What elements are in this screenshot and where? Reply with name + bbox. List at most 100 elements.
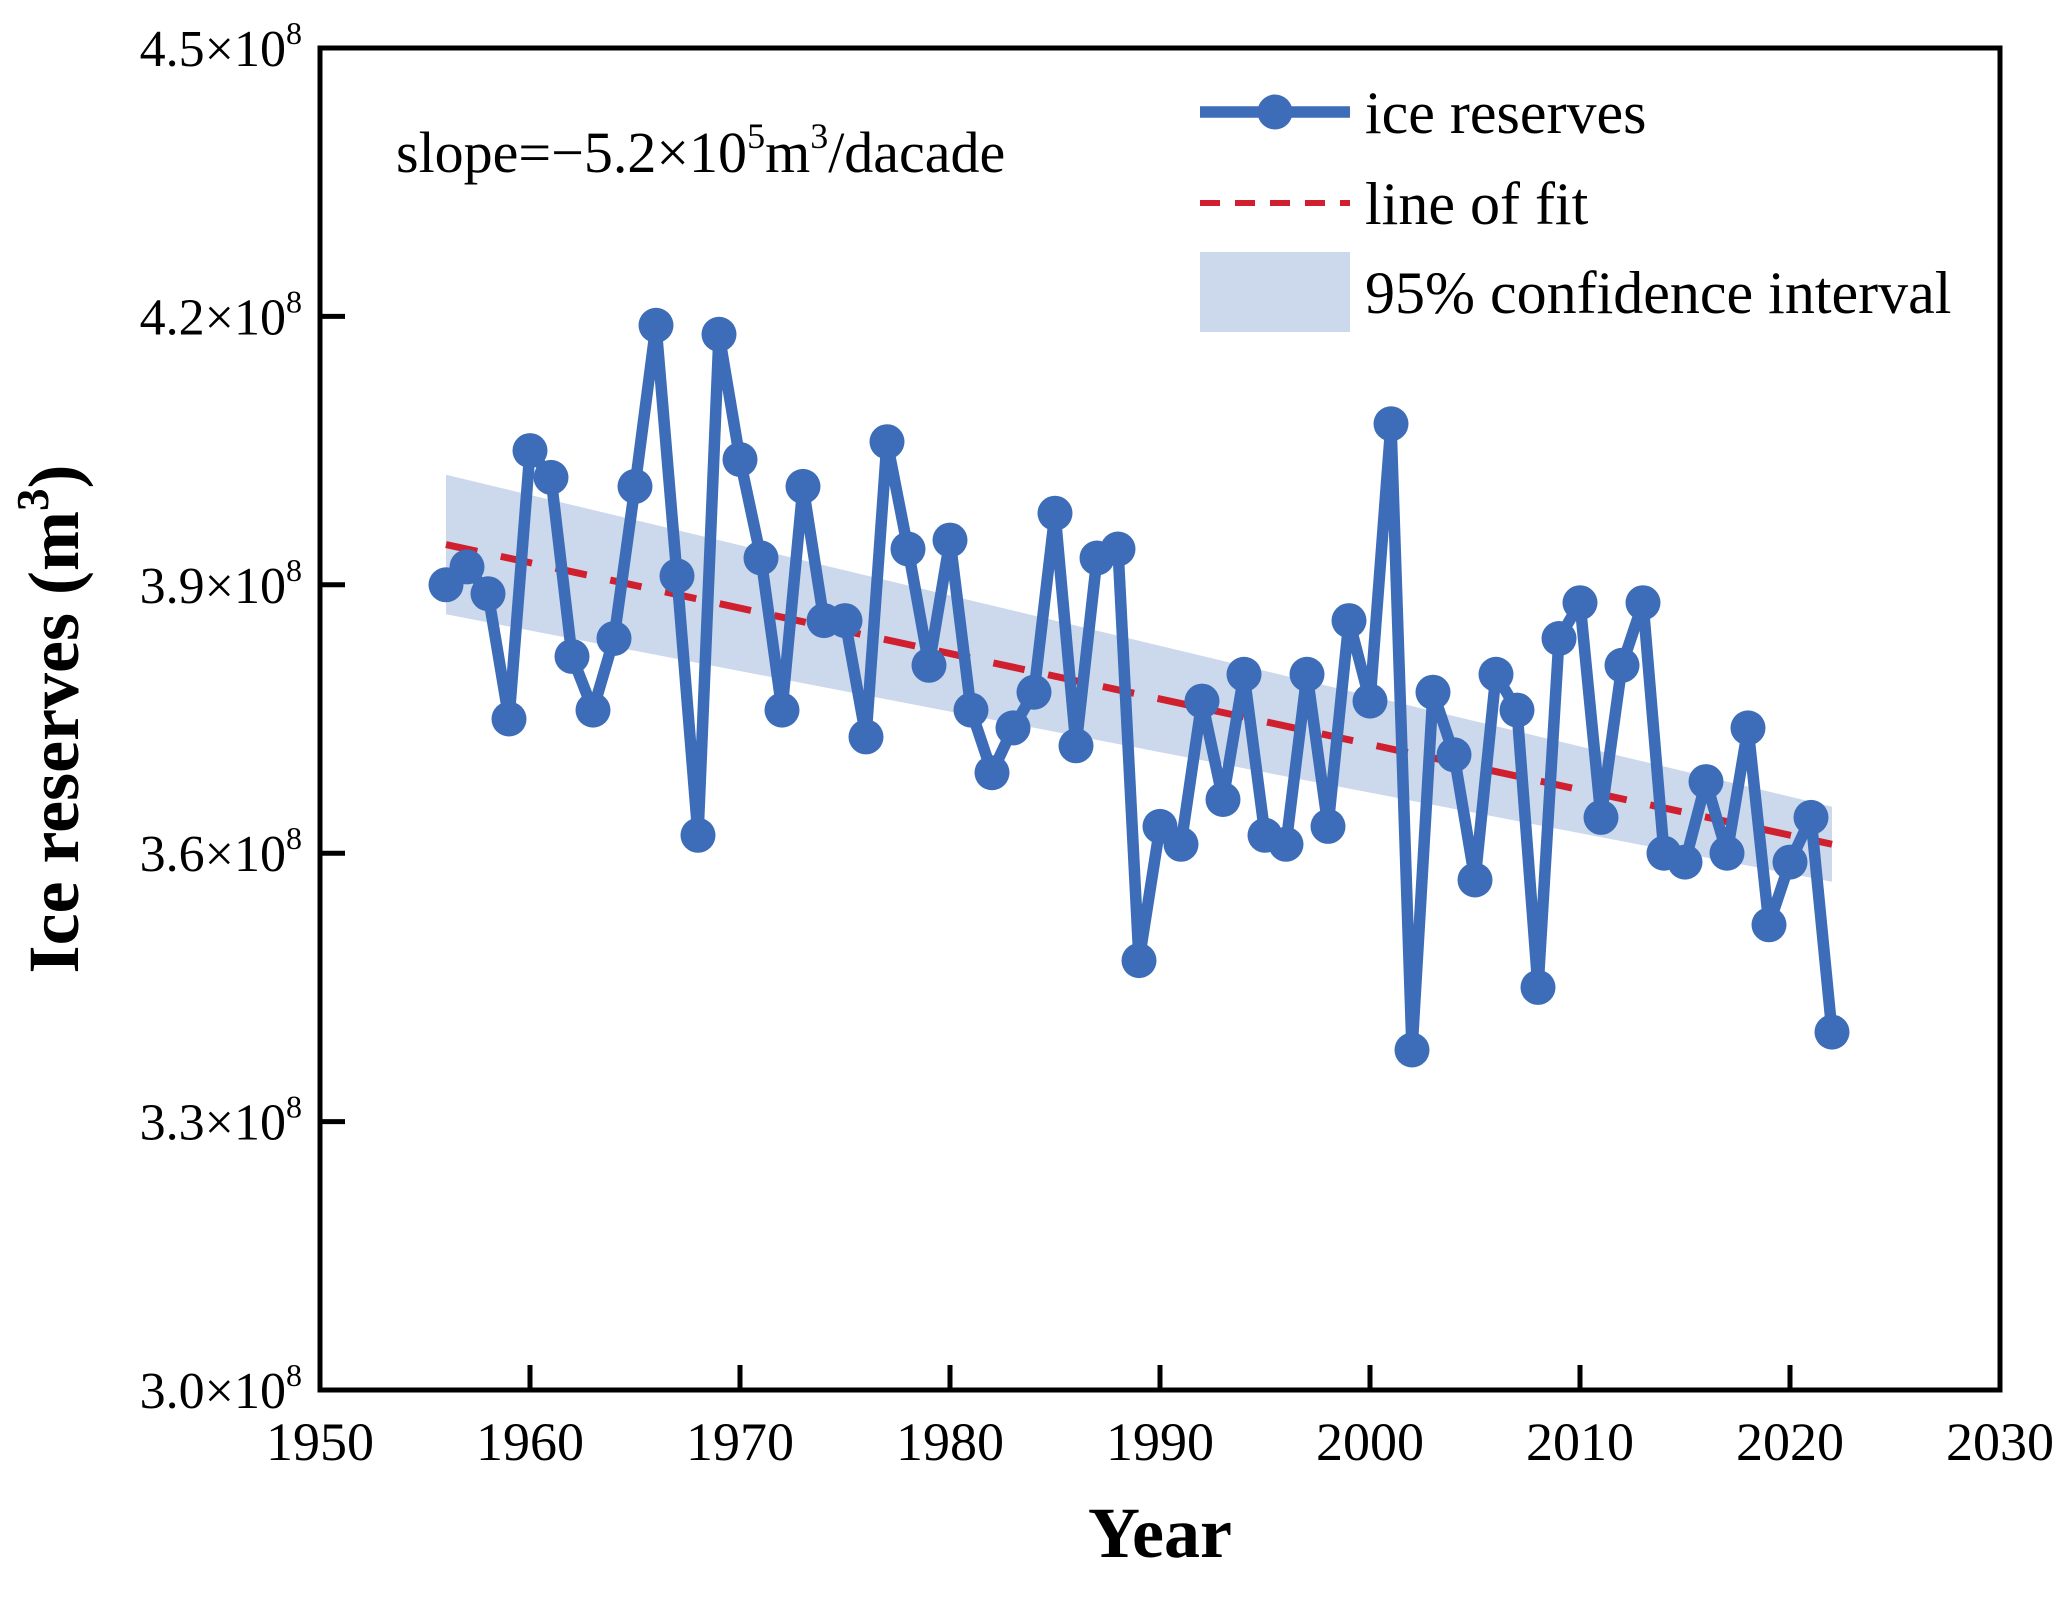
data-point: [1184, 683, 1220, 719]
y-tick-label-part: 4.2×10: [140, 289, 286, 346]
x-axis-title: Year: [1088, 1493, 1232, 1573]
legend-label: ice reserves: [1365, 80, 1646, 146]
y-tick-label-part: 8: [286, 15, 302, 51]
data-point: [1478, 656, 1514, 692]
legend-label: line of fit: [1365, 171, 1589, 237]
y-tick-label: 3.6×108: [140, 820, 302, 883]
data-point: [722, 442, 758, 477]
data-point: [680, 817, 716, 853]
data-point: [638, 307, 674, 343]
data-point: [1562, 585, 1598, 621]
data-point: [974, 755, 1010, 791]
x-tick-label: 2000: [1316, 1412, 1424, 1472]
data-point: [953, 692, 989, 728]
data-point: [995, 710, 1031, 746]
data-point: [890, 531, 926, 567]
data-point: [1037, 495, 1073, 531]
data-point: [1268, 826, 1304, 862]
x-tick-label: 1970: [686, 1412, 794, 1472]
data-point: [869, 424, 905, 460]
slope-annotation: slope=−5.2×105m3/dacade: [396, 116, 1005, 185]
data-point: [1772, 844, 1808, 880]
y-tick-label: 3.3×108: [140, 1089, 302, 1152]
data-point: [1163, 826, 1199, 862]
data-point: [1814, 1014, 1850, 1050]
data-point: [554, 638, 590, 674]
annotation-layer: slope=−5.2×105m3/dacade: [396, 116, 1005, 185]
y-tick-label: 3.9×108: [140, 552, 302, 615]
x-tick-label: 1990: [1106, 1412, 1214, 1472]
data-point: [1604, 647, 1640, 683]
data-point: [659, 558, 695, 594]
data-point: [449, 549, 485, 585]
y-tick-label: 3.0×108: [140, 1357, 302, 1420]
legend-band-sample: [1200, 252, 1350, 332]
data-point: [1226, 656, 1262, 692]
data-point: [512, 433, 548, 469]
data-point: [1688, 764, 1724, 800]
data-series-layer: [428, 307, 1850, 1068]
y-tick-label-part: 8: [286, 1357, 302, 1393]
x-tick-label: 1980: [896, 1412, 1004, 1472]
slope-annotation-part: m: [765, 120, 810, 185]
x-tick-label: 1950: [266, 1412, 374, 1472]
data-point: [1310, 808, 1346, 844]
data-point: [827, 603, 863, 639]
data-point: [470, 576, 506, 612]
data-point: [848, 719, 884, 755]
data-point: [533, 459, 569, 495]
data-point: [1394, 1032, 1430, 1068]
data-point: [1625, 585, 1661, 621]
data-point: [596, 621, 632, 656]
tick-labels-layer: 1950 1960 1970 1980 1990 2000 2010 2020 2030 4.5×…: [140, 15, 2054, 1472]
slope-annotation-part: slope=−5.2×10: [396, 120, 747, 185]
y-tick-label-part: 3.0×10: [140, 1363, 286, 1420]
data-point: [1205, 782, 1241, 817]
data-point: [1289, 656, 1325, 692]
y-tick-label-part: 3.3×10: [140, 1095, 286, 1152]
y-tick-label-part: 3.6×10: [140, 826, 286, 883]
data-point: [1016, 674, 1052, 710]
slope-annotation-part: 3: [810, 116, 828, 156]
data-point: [1058, 728, 1094, 764]
data-point: [764, 692, 800, 728]
data-point: [1457, 862, 1493, 898]
y-axis-title-part: 3: [8, 489, 58, 512]
y-tick-label-part: 8: [286, 283, 302, 319]
x-tick-label: 1960: [476, 1412, 584, 1472]
data-point: [1751, 907, 1787, 943]
data-point: [1667, 844, 1703, 880]
data-point: [1583, 799, 1619, 835]
y-tick-label-part: 8: [286, 552, 302, 588]
y-tick-label-part: 8: [286, 1089, 302, 1125]
y-axis-title-part: Ice reserves (m: [14, 511, 94, 973]
slope-annotation-part: /dacade: [828, 120, 1005, 185]
data-point: [1100, 531, 1136, 567]
data-point: [743, 540, 779, 576]
data-point: [491, 701, 527, 737]
data-point: [911, 647, 947, 683]
ticks-layer: [317, 45, 2003, 1393]
legend-layer: ice reserves line of fit 95% confidence in…: [1200, 80, 1951, 332]
x-tick-label: 2030: [1946, 1412, 2054, 1472]
data-point: [785, 468, 821, 504]
data-point: [1541, 621, 1577, 656]
data-point: [1793, 799, 1829, 835]
data-point: [1520, 969, 1556, 1005]
data-point: [1415, 674, 1451, 710]
data-point: [575, 692, 611, 728]
y-tick-label-part: 3.9×10: [140, 558, 286, 615]
data-point: [1499, 692, 1535, 728]
legend-label: 95% confidence interval: [1365, 260, 1951, 326]
y-axis-title: Ice reserves (m3): [8, 465, 94, 974]
data-point: [1730, 710, 1766, 746]
legend-marker-sample: [1257, 94, 1293, 130]
data-point: [1331, 603, 1367, 639]
slope-annotation-part: 5: [747, 116, 765, 156]
y-tick-label: 4.2×108: [140, 283, 302, 346]
data-point: [701, 316, 737, 352]
data-point: [1709, 835, 1745, 871]
x-tick-label: 2010: [1526, 1412, 1634, 1472]
x-tick-label: 2020: [1736, 1412, 1844, 1472]
